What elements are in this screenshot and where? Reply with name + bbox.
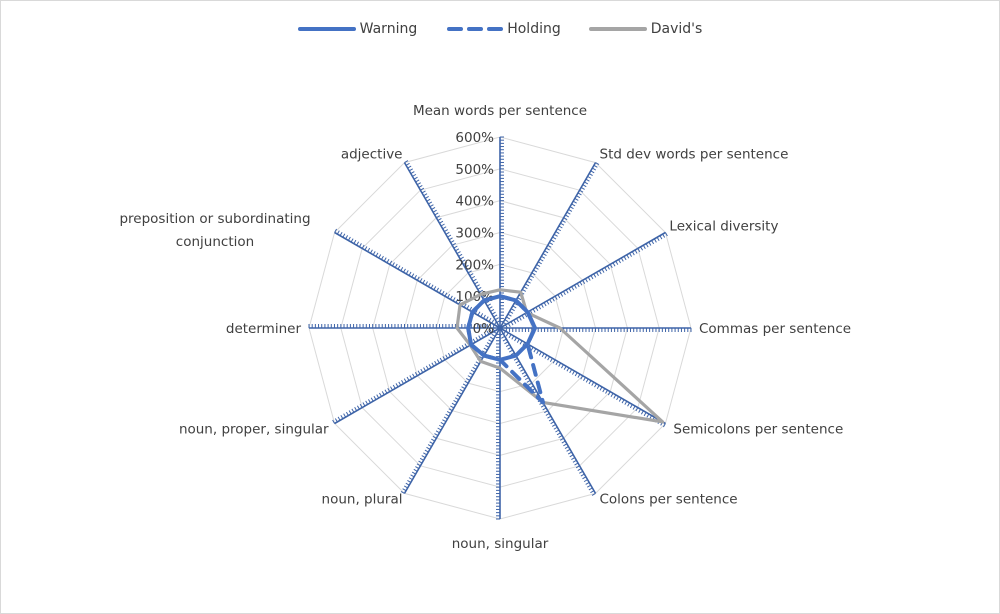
axis-label: Std dev words per sentence <box>600 147 789 163</box>
axis-label: Lexical diversity <box>669 219 778 235</box>
legend-item-warning[interactable]: Warning <box>297 21 418 37</box>
axis-label: Semicolons per sentence <box>673 422 843 438</box>
tick-label: 600% <box>455 130 494 146</box>
tick-label: 500% <box>455 162 494 178</box>
solid-line-swatch-icon <box>588 27 647 31</box>
dashed-line-swatch-icon <box>447 27 504 31</box>
tick-label: 400% <box>455 194 494 210</box>
axis-label: Mean words per sentence <box>413 103 587 119</box>
tick-label: 0% <box>473 321 495 337</box>
axis-label: determiner <box>226 321 302 337</box>
axis-label: Commas per sentence <box>699 321 851 337</box>
axis-label: noun, proper, singular <box>179 422 329 438</box>
solid-line-swatch-icon <box>297 27 356 31</box>
axis-label: Colons per sentence <box>600 491 738 507</box>
tick-label: 200% <box>455 257 494 273</box>
legend-label: Warning <box>359 21 418 37</box>
axis-label: conjunction <box>176 234 254 250</box>
legend-item-davids[interactable]: David's <box>588 21 703 37</box>
radar-axes <box>308 136 692 520</box>
axis-label: adjective <box>341 147 403 163</box>
tick-label: 300% <box>455 226 494 242</box>
axis-label: noun, singular <box>452 536 549 552</box>
series-warning-line[interactable] <box>466 294 538 362</box>
radial-tick-labels: 0%100%200%300%400%500%600% <box>455 130 494 337</box>
legend-label: David's <box>650 21 703 37</box>
legend-label: Holding <box>507 21 561 37</box>
axis-labels: Mean words per sentence Std dev words per… <box>119 103 851 552</box>
axis-label: noun, plural <box>322 491 403 507</box>
chart-legend: Warning Holding David's <box>0 17 1000 41</box>
legend-item-holding[interactable]: Holding <box>445 21 561 37</box>
axis-label: preposition or subordinating <box>119 211 310 227</box>
